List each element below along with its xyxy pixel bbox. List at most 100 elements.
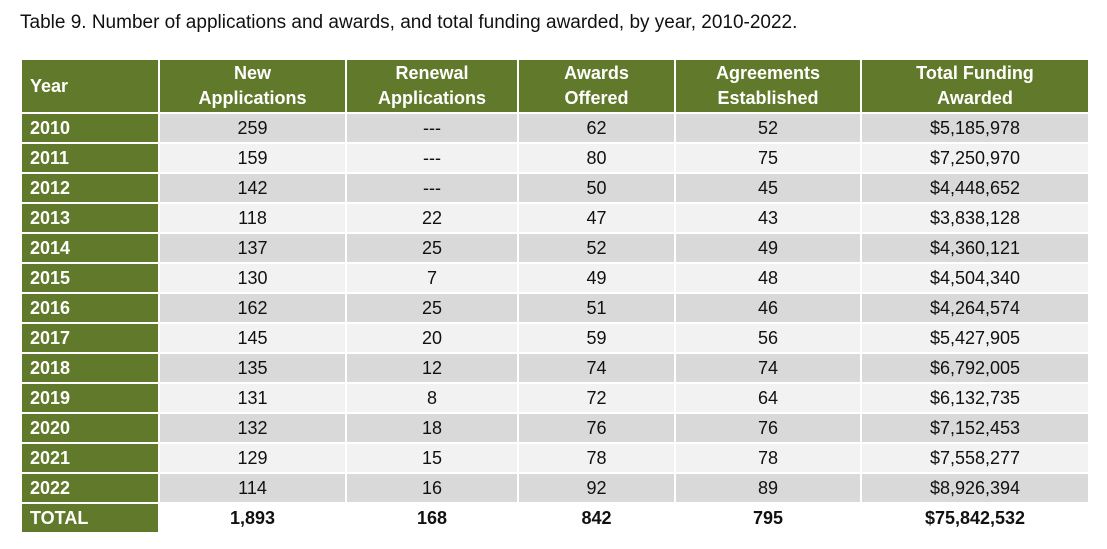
awards-offered-cell: 80 (519, 144, 674, 172)
renewal-applications-cell: 16 (347, 474, 517, 502)
renewal-applications-cell: 12 (347, 354, 517, 382)
agreements-established-cell: 56 (676, 324, 860, 352)
year-cell: 2013 (22, 204, 158, 232)
table-row: 2022 114 16 92 89 $8,926,394 (22, 474, 1088, 502)
agreements-established-cell: 89 (676, 474, 860, 502)
total-funding-cell: $5,427,905 (862, 324, 1088, 352)
renewal-applications-cell: 25 (347, 294, 517, 322)
renewal-applications-cell: 22 (347, 204, 517, 232)
header-awards-offered: Awards Offered (519, 60, 674, 112)
total-funding-cell: $75,842,532 (862, 504, 1088, 532)
table-row: 2021 129 15 78 78 $7,558,277 (22, 444, 1088, 472)
agreements-established-cell: 45 (676, 174, 860, 202)
total-funding-cell: $6,132,735 (862, 384, 1088, 412)
year-cell: TOTAL (22, 504, 158, 532)
total-funding-cell: $5,185,978 (862, 114, 1088, 142)
funding-table: Year New Applications Renewal Applications… (20, 58, 1090, 534)
renewal-applications-cell: --- (347, 114, 517, 142)
agreements-established-cell: 46 (676, 294, 860, 322)
agreements-established-cell: 48 (676, 264, 860, 292)
header-year: Year (22, 60, 158, 112)
total-funding-cell: $4,360,121 (862, 234, 1088, 262)
total-funding-cell: $3,838,128 (862, 204, 1088, 232)
awards-offered-cell: 78 (519, 444, 674, 472)
renewal-applications-cell: 18 (347, 414, 517, 442)
new-applications-cell: 259 (160, 114, 345, 142)
table-row: 2010 259 --- 62 52 $5,185,978 (22, 114, 1088, 142)
table-row: 2015 130 7 49 48 $4,504,340 (22, 264, 1088, 292)
renewal-applications-cell: --- (347, 174, 517, 202)
table-row: 2020 132 18 76 76 $7,152,453 (22, 414, 1088, 442)
year-cell: 2012 (22, 174, 158, 202)
awards-offered-cell: 51 (519, 294, 674, 322)
header-total-funding: Total Funding Awarded (862, 60, 1088, 112)
new-applications-cell: 142 (160, 174, 345, 202)
year-cell: 2019 (22, 384, 158, 412)
year-cell: 2018 (22, 354, 158, 382)
agreements-established-cell: 49 (676, 234, 860, 262)
agreements-established-cell: 78 (676, 444, 860, 472)
agreements-established-cell: 52 (676, 114, 860, 142)
agreements-established-cell: 43 (676, 204, 860, 232)
total-funding-cell: $7,558,277 (862, 444, 1088, 472)
year-cell: 2016 (22, 294, 158, 322)
renewal-applications-cell: 7 (347, 264, 517, 292)
header-renewal-applications: Renewal Applications (347, 60, 517, 112)
new-applications-cell: 130 (160, 264, 345, 292)
awards-offered-cell: 49 (519, 264, 674, 292)
new-applications-cell: 114 (160, 474, 345, 502)
awards-offered-cell: 50 (519, 174, 674, 202)
total-row: TOTAL 1,893 168 842 795 $75,842,532 (22, 504, 1088, 532)
awards-offered-cell: 59 (519, 324, 674, 352)
agreements-established-cell: 76 (676, 414, 860, 442)
new-applications-cell: 162 (160, 294, 345, 322)
awards-offered-cell: 92 (519, 474, 674, 502)
new-applications-cell: 137 (160, 234, 345, 262)
awards-offered-cell: 842 (519, 504, 674, 532)
table-row: 2017 145 20 59 56 $5,427,905 (22, 324, 1088, 352)
total-funding-cell: $8,926,394 (862, 474, 1088, 502)
awards-offered-cell: 62 (519, 114, 674, 142)
new-applications-cell: 118 (160, 204, 345, 232)
renewal-applications-cell: 25 (347, 234, 517, 262)
new-applications-cell: 131 (160, 384, 345, 412)
renewal-applications-cell: --- (347, 144, 517, 172)
new-applications-cell: 159 (160, 144, 345, 172)
total-funding-cell: $4,264,574 (862, 294, 1088, 322)
table-row: 2018 135 12 74 74 $6,792,005 (22, 354, 1088, 382)
awards-offered-cell: 74 (519, 354, 674, 382)
header-new-applications: New Applications (160, 60, 345, 112)
table-caption: Table 9. Number of applications and awar… (20, 12, 798, 33)
table-row: 2013 118 22 47 43 $3,838,128 (22, 204, 1088, 232)
new-applications-cell: 145 (160, 324, 345, 352)
table-row: 2019 131 8 72 64 $6,132,735 (22, 384, 1088, 412)
renewal-applications-cell: 168 (347, 504, 517, 532)
agreements-established-cell: 795 (676, 504, 860, 532)
header-row: Year New Applications Renewal Applications… (22, 60, 1088, 112)
total-funding-cell: $7,152,453 (862, 414, 1088, 442)
year-cell: 2011 (22, 144, 158, 172)
year-cell: 2017 (22, 324, 158, 352)
new-applications-cell: 1,893 (160, 504, 345, 532)
total-funding-cell: $7,250,970 (862, 144, 1088, 172)
agreements-established-cell: 64 (676, 384, 860, 412)
table-row: 2014 137 25 52 49 $4,360,121 (22, 234, 1088, 262)
year-cell: 2020 (22, 414, 158, 442)
new-applications-cell: 129 (160, 444, 345, 472)
year-cell: 2015 (22, 264, 158, 292)
new-applications-cell: 132 (160, 414, 345, 442)
total-funding-cell: $4,504,340 (862, 264, 1088, 292)
year-cell: 2022 (22, 474, 158, 502)
new-applications-cell: 135 (160, 354, 345, 382)
agreements-established-cell: 74 (676, 354, 860, 382)
agreements-established-cell: 75 (676, 144, 860, 172)
year-cell: 2014 (22, 234, 158, 262)
header-agreements-established: Agreements Established (676, 60, 860, 112)
awards-offered-cell: 52 (519, 234, 674, 262)
renewal-applications-cell: 20 (347, 324, 517, 352)
table-row: 2012 142 --- 50 45 $4,448,652 (22, 174, 1088, 202)
awards-offered-cell: 76 (519, 414, 674, 442)
total-funding-cell: $4,448,652 (862, 174, 1088, 202)
renewal-applications-cell: 8 (347, 384, 517, 412)
renewal-applications-cell: 15 (347, 444, 517, 472)
